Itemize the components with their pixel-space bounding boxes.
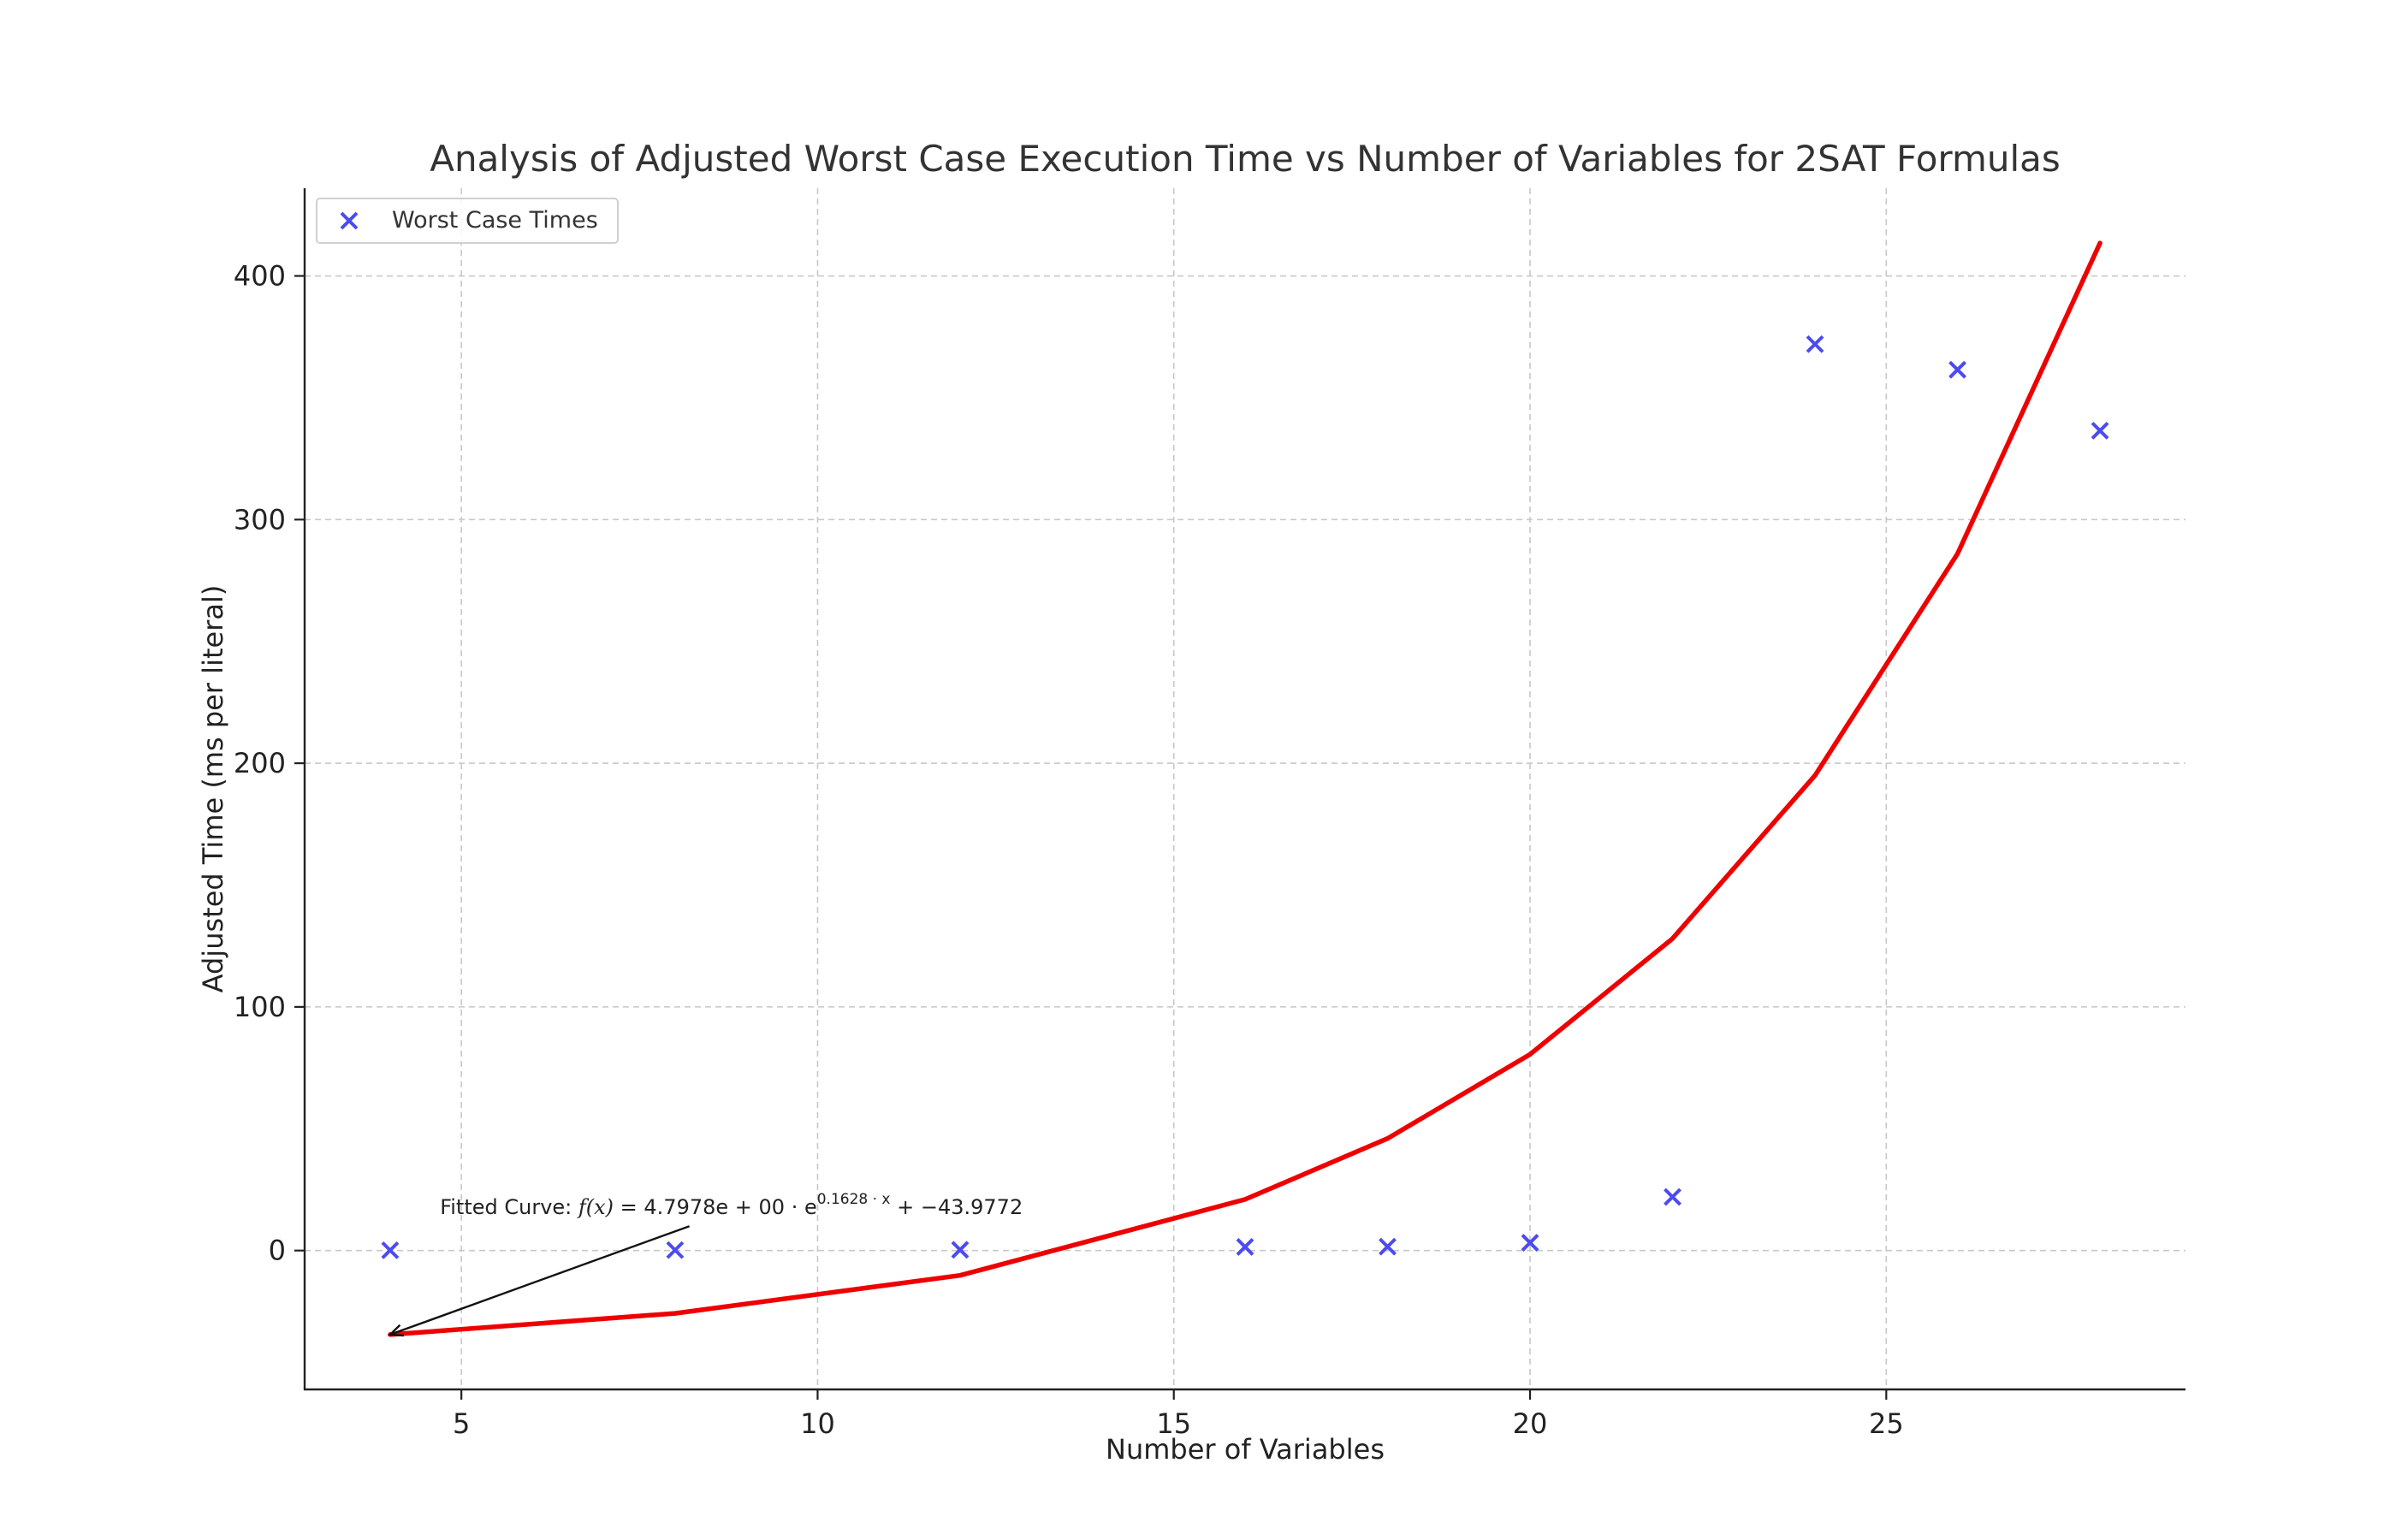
annotation-text: Fitted Curve: f(x) = 4.7978e + 00 · e0.1…: [440, 1191, 1023, 1219]
data-point-worst-case: [2091, 421, 2109, 440]
annotation-arrow: [389, 1225, 690, 1336]
legend-box: [316, 198, 619, 244]
annotation-formula-rhs-a: = 4.7978e + 00 · e: [614, 1195, 817, 1219]
data-point-worst-case: [1236, 1237, 1254, 1256]
x-tick-label: 5: [453, 1407, 470, 1440]
annotation-formula-lhs: f(x): [577, 1195, 614, 1219]
fit-annotation: Fitted Curve: f(x) = 4.7978e + 00 · e0.1…: [388, 1191, 1023, 1337]
plot-area: [305, 188, 2185, 1389]
chart-title: Analysis of Adjusted Worst Case Executio…: [430, 138, 2061, 180]
y-tick-label: 400: [234, 260, 286, 293]
x-tick-label: 20: [1513, 1407, 1548, 1440]
ticks: 5 10 15 20 25 0 100 200 300 400: [234, 260, 1904, 1440]
fitted-curve-line: [388, 240, 2102, 1337]
data-point-worst-case: [1521, 1234, 1539, 1252]
y-axis-label: Adjusted Time (ms per literal): [197, 585, 229, 993]
axes: [303, 188, 2185, 1391]
annotation-arrowhead: [388, 1324, 404, 1337]
annotation-exponent: 0.1628 · x: [817, 1191, 891, 1208]
series-layer: [381, 240, 2109, 1337]
y-tick-label: 200: [234, 747, 286, 779]
data-point-worst-case: [1379, 1237, 1397, 1256]
legend-marker-x: [340, 211, 359, 230]
y-tick-label: 100: [234, 991, 286, 1023]
x-tick-label: 25: [1869, 1407, 1904, 1440]
annotation-prefix: Fitted Curve:: [440, 1195, 578, 1219]
data-point-worst-case: [951, 1241, 970, 1259]
x-axis-label: Number of Variables: [1106, 1433, 1385, 1466]
x-tick-label: 10: [800, 1407, 835, 1440]
annotation-formula-rhs-b: + −43.9772: [890, 1195, 1023, 1219]
data-point-worst-case: [1664, 1188, 1681, 1206]
legend-marker-worst-case: [340, 211, 359, 230]
y-tick-label: 300: [234, 503, 286, 536]
data-point-worst-case: [1948, 360, 1966, 379]
data-point-worst-case: [666, 1241, 685, 1259]
gridlines: [305, 188, 2185, 1389]
y-tick-label: 0: [269, 1235, 286, 1267]
x-tick-label: 15: [1156, 1407, 1191, 1440]
data-point-worst-case: [1806, 335, 1824, 353]
data-point-worst-case: [381, 1241, 400, 1259]
legend-label-worst-case: Worst Case Times: [392, 207, 598, 234]
legend: Worst Case Times: [316, 198, 619, 244]
